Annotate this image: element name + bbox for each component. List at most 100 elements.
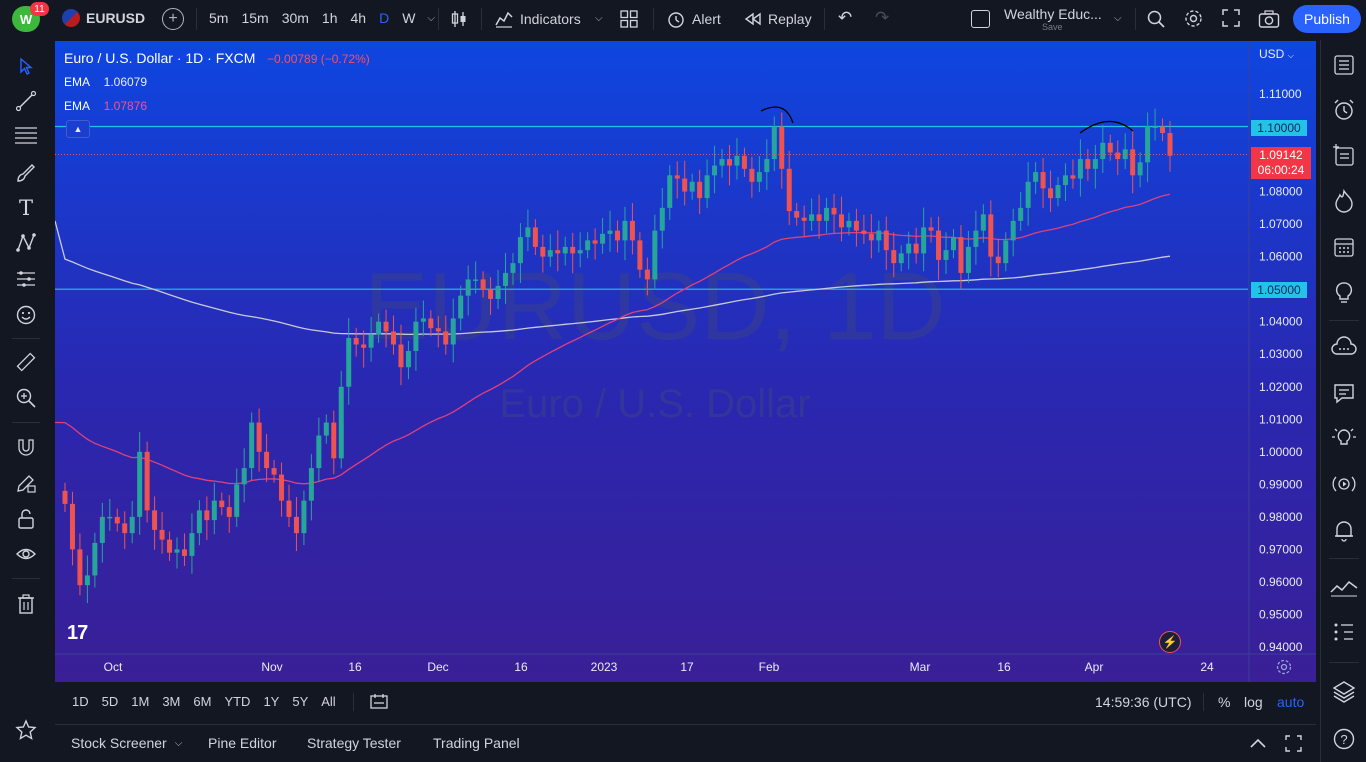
range-1m[interactable]: 1M [131, 694, 150, 709]
candle-body [1040, 172, 1046, 189]
percent-toggle[interactable]: % [1218, 694, 1231, 710]
pine-screener-button[interactable] [1329, 572, 1359, 602]
fib-tool[interactable] [11, 121, 41, 151]
brush-tool[interactable] [11, 158, 41, 188]
go-to-date-button[interactable] [369, 693, 389, 711]
notifications-button[interactable] [1329, 515, 1359, 545]
tips-button[interactable] [1329, 423, 1359, 453]
interval-30m[interactable]: 30m [281, 10, 309, 26]
layout-toggle-icon[interactable] [971, 10, 990, 28]
interval-1h[interactable]: 1h [321, 10, 338, 26]
log-toggle[interactable]: log [1244, 694, 1263, 710]
utc-clock[interactable]: 14:59:36 (UTC) [1095, 694, 1192, 710]
ideas-button[interactable] [1329, 278, 1359, 308]
icons-tool[interactable] [11, 300, 41, 330]
drawn-arc[interactable] [1079, 120, 1134, 134]
compare-symbol-button[interactable]: + [162, 8, 184, 30]
candle-body [585, 240, 591, 251]
range-6m[interactable]: 6M [193, 694, 212, 709]
magnet-tool[interactable] [11, 432, 41, 462]
legend-ema-slow[interactable]: EMA 1.06079 [64, 74, 147, 89]
hide-drawings-tool[interactable] [11, 539, 41, 569]
data-window-button[interactable] [1329, 140, 1359, 170]
auto-toggle[interactable]: auto [1277, 694, 1305, 710]
interval-d[interactable]: D [379, 10, 390, 26]
streams-button[interactable] [1329, 333, 1359, 363]
collapse-panel-button[interactable] [1249, 736, 1267, 750]
range-all[interactable]: All [321, 694, 336, 709]
grid-icon [620, 10, 638, 28]
forecast-tool[interactable] [11, 264, 41, 294]
range-1y[interactable]: 1Y [263, 694, 280, 709]
text-tool[interactable]: T [11, 193, 41, 223]
symbol-search-button[interactable]: EURUSD [62, 9, 145, 27]
chevron-down-icon[interactable]: ⌵ [595, 13, 603, 24]
templates-button[interactable] [620, 10, 638, 28]
tab-stock-screener[interactable]: Stock Screener ⌵ [71, 735, 182, 751]
layers-button[interactable] [1329, 677, 1359, 707]
range-1d[interactable]: 1D [72, 694, 89, 709]
currency-selector[interactable]: USD ⌵ [1259, 47, 1294, 61]
legend-collapse-button[interactable]: ▲ [66, 120, 90, 138]
chats-button[interactable] [1329, 378, 1359, 408]
legend-title[interactable]: Euro / U.S. Dollar · 1D · FXCM [64, 50, 256, 66]
alerts-button[interactable] [1329, 95, 1359, 125]
legend-ema-fast[interactable]: EMA 1.07876 [64, 98, 147, 113]
tab-pine-editor[interactable]: Pine Editor [208, 735, 277, 751]
axis-settings-button[interactable] [1275, 658, 1293, 676]
settings-button[interactable] [1183, 8, 1204, 29]
candle-body [435, 328, 441, 332]
object-tree-button[interactable] [1329, 617, 1359, 647]
lock-drawings-tool[interactable] [11, 468, 41, 498]
drawn-arc[interactable] [760, 106, 794, 124]
lock-tool[interactable] [11, 504, 41, 534]
interval-4h[interactable]: 4h [350, 10, 367, 26]
measure-tool[interactable] [11, 347, 41, 377]
chart-pane[interactable]: EURUSD, 1D Euro / U.S. Dollar 1.11000 1.0… [55, 41, 1316, 682]
remove-drawings-tool[interactable] [11, 589, 41, 619]
indicators-button[interactable]: Indicators [494, 9, 581, 29]
snapshot-button[interactable] [1258, 9, 1280, 29]
calendar-button[interactable] [1329, 232, 1359, 262]
alert-button[interactable]: Alert [666, 9, 721, 29]
maximize-panel-button[interactable] [1285, 735, 1302, 752]
wave-icon [1330, 580, 1358, 597]
watchlist-button[interactable] [1329, 50, 1359, 80]
range-3m[interactable]: 3M [162, 694, 181, 709]
cursor-tool[interactable] [11, 51, 41, 81]
candle-body [689, 181, 695, 192]
layers-icon [1332, 681, 1356, 703]
pattern-tool[interactable] [11, 228, 41, 258]
publish-button[interactable]: Publish [1293, 5, 1361, 33]
layout-name-button[interactable]: Wealthy Educ... Save [1004, 6, 1102, 32]
indicators-icon [495, 11, 513, 28]
search-button[interactable] [1146, 9, 1166, 29]
candle-body [1145, 126, 1151, 163]
range-5d[interactable]: 5D [101, 694, 119, 709]
favorites-tool[interactable] [11, 715, 41, 745]
range-ytd[interactable]: YTD [224, 694, 251, 709]
zoom-tool[interactable] [11, 383, 41, 413]
chart-type-button[interactable] [449, 9, 469, 29]
undo-icon[interactable]: ↶ [838, 8, 853, 27]
chevron-down-icon[interactable]: ⌵ [1114, 13, 1122, 24]
interval-w[interactable]: W [402, 10, 416, 26]
replay-button[interactable]: Replay [744, 9, 812, 29]
tab-trading-panel[interactable]: Trading Panel [433, 735, 520, 751]
price-chart[interactable]: EURUSD, 1D Euro / U.S. Dollar 1.110001.0… [55, 41, 1316, 682]
help-button[interactable]: ? [1329, 724, 1359, 754]
interval-15m[interactable]: 15m [241, 10, 269, 26]
trendline-tool[interactable] [11, 86, 41, 116]
broadcasts-button[interactable] [1329, 469, 1359, 499]
fullscreen-button[interactable] [1222, 9, 1240, 27]
list-icon [1334, 55, 1354, 75]
ema-slow-line[interactable] [55, 220, 1171, 336]
chevron-down-icon[interactable]: ⌵ [427, 13, 436, 24]
news-flash-button[interactable]: ⚡ [1159, 631, 1181, 653]
interval-5m[interactable]: 5m [209, 10, 229, 26]
tab-strategy-tester[interactable]: Strategy Tester [307, 735, 401, 751]
range-5y[interactable]: 5Y [292, 694, 309, 709]
redo-icon[interactable]: ↷ [875, 8, 890, 27]
hotlists-button[interactable] [1329, 186, 1359, 216]
eye-icon [16, 548, 36, 560]
